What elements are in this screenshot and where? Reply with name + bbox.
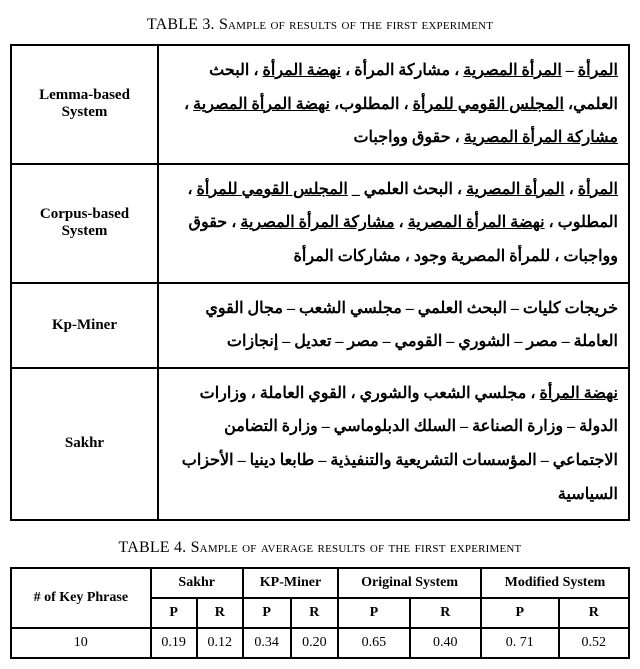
t4-h-g1: Sakhr bbox=[151, 568, 243, 598]
t4-c4: 0.65 bbox=[338, 628, 409, 658]
t4-h-n: # of Key Phrase bbox=[11, 568, 151, 628]
t4-sh-5: R bbox=[410, 598, 481, 628]
t4-sh-7: R bbox=[559, 598, 629, 628]
t3-row0-content: المرأة – المرأة المصرية ، مشاركة المرأة … bbox=[158, 45, 629, 164]
t4-c1: 0.12 bbox=[197, 628, 243, 658]
table3: Lemma-based System المرأة – المرأة المصر… bbox=[10, 44, 630, 521]
t4-sh-3: R bbox=[291, 598, 339, 628]
t3-row3-label: Sakhr bbox=[11, 368, 158, 520]
t3-row3-content: نهضة المرأة ، مجلسي الشعب والشوري ، القو… bbox=[158, 368, 629, 520]
t3-row0-label: Lemma-based System bbox=[11, 45, 158, 164]
t4-sh-0: P bbox=[151, 598, 197, 628]
t3-row2-content: خريجات كليات – البحث العلمي – مجلسي الشع… bbox=[158, 283, 629, 368]
t4-c6: 0. 71 bbox=[481, 628, 559, 658]
table4: # of Key Phrase Sakhr KP-Miner Original … bbox=[10, 567, 630, 659]
table4-caption: TABLE 4. Sample of average results of th… bbox=[10, 539, 630, 557]
t4-sh-1: R bbox=[197, 598, 243, 628]
t4-c5: 0.40 bbox=[410, 628, 481, 658]
t4-sh-6: P bbox=[481, 598, 559, 628]
table3-caption: TABLE 3. Sample of results of the first … bbox=[10, 16, 630, 34]
t4-h-g2: KP-Miner bbox=[243, 568, 338, 598]
t4-c3: 0.20 bbox=[291, 628, 339, 658]
t4-c7: 0.52 bbox=[559, 628, 629, 658]
t3-row2-label: Kp-Miner bbox=[11, 283, 158, 368]
t4-h-g3: Original System bbox=[338, 568, 481, 598]
t3-row1-label: Corpus-based System bbox=[11, 164, 158, 283]
t4-c0: 0.19 bbox=[151, 628, 197, 658]
t4-sh-4: P bbox=[338, 598, 409, 628]
t4-n: 10 bbox=[11, 628, 151, 658]
t4-h-g4: Modified System bbox=[481, 568, 629, 598]
t4-sh-2: P bbox=[243, 598, 291, 628]
table-row: 10 0.19 0.12 0.34 0.20 0.65 0.40 0. 71 0… bbox=[11, 628, 629, 658]
t4-c2: 0.34 bbox=[243, 628, 291, 658]
t3-row1-content: المرأة ، المرأة المصرية ، البحث العلمي _… bbox=[158, 164, 629, 283]
